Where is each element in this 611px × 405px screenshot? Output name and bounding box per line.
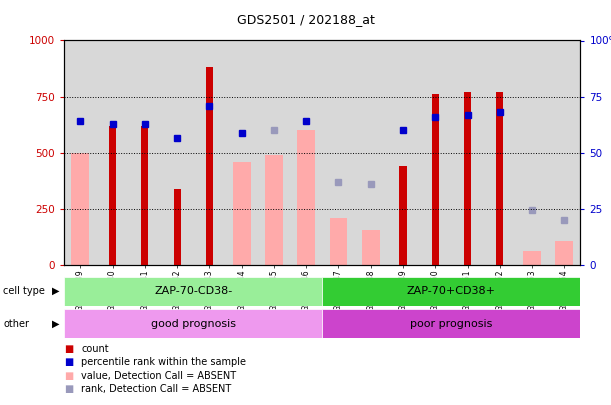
Bar xyxy=(387,40,419,265)
Bar xyxy=(265,155,283,265)
Bar xyxy=(432,94,439,265)
Bar xyxy=(225,40,258,265)
Text: percentile rank within the sample: percentile rank within the sample xyxy=(81,358,246,367)
Bar xyxy=(323,40,354,265)
Bar xyxy=(400,166,406,265)
Bar xyxy=(354,40,387,265)
Bar xyxy=(496,92,503,265)
Bar xyxy=(290,40,323,265)
Bar xyxy=(233,162,251,265)
Bar xyxy=(298,130,315,265)
Text: ▶: ▶ xyxy=(53,286,60,296)
Bar xyxy=(161,40,193,265)
Bar xyxy=(419,40,452,265)
Text: rank, Detection Call = ABSENT: rank, Detection Call = ABSENT xyxy=(81,384,232,394)
Text: cell type: cell type xyxy=(3,286,45,296)
Text: ■: ■ xyxy=(64,344,73,354)
Bar xyxy=(548,40,580,265)
Text: good prognosis: good prognosis xyxy=(151,319,236,328)
Text: poor prognosis: poor prognosis xyxy=(410,319,492,328)
Text: ■: ■ xyxy=(64,371,73,381)
Text: GDS2501 / 202188_at: GDS2501 / 202188_at xyxy=(236,13,375,26)
Text: ZAP-70+CD38+: ZAP-70+CD38+ xyxy=(407,286,496,296)
Text: ■: ■ xyxy=(64,384,73,394)
Bar xyxy=(64,40,97,265)
Bar xyxy=(64,309,323,338)
Bar xyxy=(174,189,181,265)
Bar xyxy=(64,277,323,306)
Bar xyxy=(97,40,129,265)
Bar xyxy=(323,309,580,338)
Bar xyxy=(452,40,484,265)
Text: other: other xyxy=(3,319,29,328)
Bar xyxy=(555,241,573,265)
Text: value, Detection Call = ABSENT: value, Detection Call = ABSENT xyxy=(81,371,236,381)
Text: ■: ■ xyxy=(64,358,73,367)
Text: ▶: ▶ xyxy=(53,319,60,328)
Bar xyxy=(323,277,580,306)
Bar xyxy=(71,153,89,265)
Bar xyxy=(484,40,516,265)
Bar xyxy=(523,251,541,265)
Bar xyxy=(129,40,161,265)
Bar xyxy=(141,126,148,265)
Text: count: count xyxy=(81,344,109,354)
Bar xyxy=(258,40,290,265)
Bar xyxy=(109,126,116,265)
Bar xyxy=(193,40,225,265)
Bar xyxy=(516,40,548,265)
Text: ZAP-70-CD38-: ZAP-70-CD38- xyxy=(154,286,232,296)
Bar xyxy=(464,92,471,265)
Bar xyxy=(329,218,347,265)
Bar xyxy=(362,230,379,265)
Bar xyxy=(206,68,213,265)
